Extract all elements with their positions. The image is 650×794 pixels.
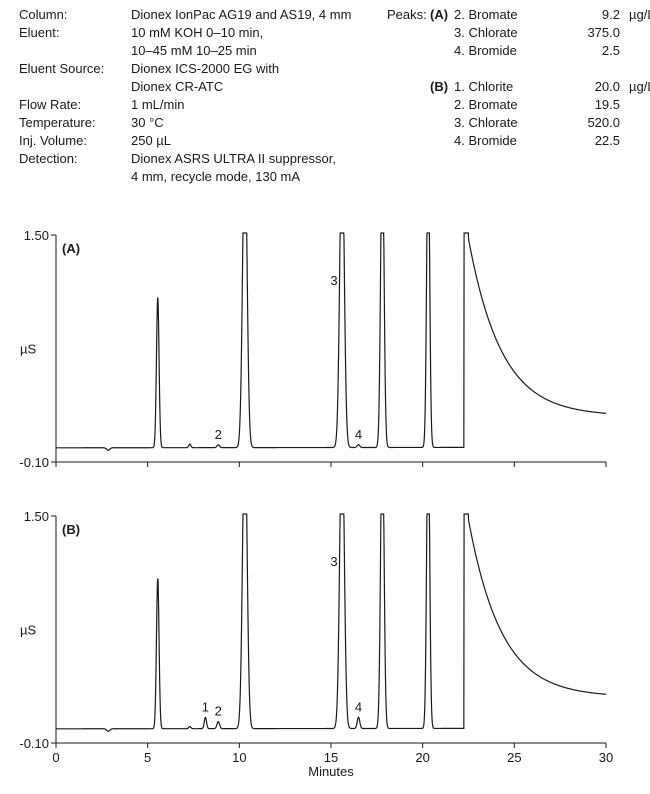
peak-value: 19.5 [594,97,620,112]
peak-name: 2. Bromate [454,7,518,22]
x-tick-label: 25 [507,750,521,765]
peak-label: 2 [215,704,222,719]
condition-label: Eluent Source: [19,61,105,76]
peak-name: 3. Chlorate [454,25,518,40]
x-axis-label: Minutes [308,764,354,779]
condition-label: Eluent: [19,25,60,40]
condition-value: 250 µL [131,133,172,148]
peak-label: 3 [330,273,337,288]
x-tick-label: 10 [232,750,246,765]
peak-name: 3. Chlorate [454,115,518,130]
peak-label: 4 [355,427,362,442]
peak-label: 2 [215,427,222,442]
y-tick-label: 1.50 [24,228,49,243]
y-tick-label: -0.10 [19,455,49,470]
peak-value: 20.0 [594,79,620,94]
y-axis-label: µS [20,623,36,638]
y-tick-label: 1.50 [24,509,49,524]
condition-label: Inj. Volume: [19,133,87,148]
y-axis-label: µS [20,342,36,357]
x-tick-label: 15 [324,750,338,765]
peaks-group-label: (A) [430,7,449,22]
condition-value: 10 mM KOH 0–10 min, [131,25,264,40]
condition-value: Dionex ASRS ULTRA II suppressor, [131,151,336,166]
peak-label: 3 [330,554,337,569]
y-tick-label: -0.10 [19,736,49,751]
peak-name: 1. Chlorite [454,79,514,94]
peak-name: 4. Bromide [454,43,517,58]
condition-value: 30 °C [131,115,164,130]
panel-label: (B) [62,522,80,537]
condition-label: Flow Rate: [19,97,82,112]
x-tick-label: 0 [52,750,59,765]
peak-value: 2.5 [601,43,620,58]
x-tick-label: 5 [144,750,151,765]
condition-value: Dionex CR-ATC [131,79,224,94]
peak-value: 9.2 [601,7,620,22]
condition-label: Column: [19,7,68,22]
condition-value: 1 mL/min [131,97,185,112]
peak-label: 1 [202,699,209,714]
peak-label: 4 [355,699,362,714]
condition-value: 10–45 mM 10–25 min [131,43,257,58]
x-tick-label: 20 [415,750,429,765]
peak-name: 4. Bromide [454,133,517,148]
chromatogram-trace [56,232,607,451]
peak-unit: µg/L [629,79,650,94]
peak-name: 2. Bromate [454,97,518,112]
condition-label: Temperature: [19,115,96,130]
peak-value: 520.0 [587,115,620,130]
condition-value: Dionex ICS-2000 EG with [131,61,280,76]
peak-value: 375.0 [587,25,620,40]
peak-value: 22.5 [594,133,620,148]
condition-value: Dionex IonPac AG19 and AS19, 4 mm [131,7,352,22]
panel-label: (A) [62,241,80,256]
condition-value: 4 mm, recycle mode, 130 mA [131,169,301,184]
chromatogram-trace [56,513,607,732]
x-tick-label: 30 [599,750,613,765]
peak-unit: µg/L [629,7,650,22]
peaks-group-label: (B) [430,79,449,94]
peaks-header: Peaks: [387,7,427,22]
condition-label: Detection: [19,151,78,166]
